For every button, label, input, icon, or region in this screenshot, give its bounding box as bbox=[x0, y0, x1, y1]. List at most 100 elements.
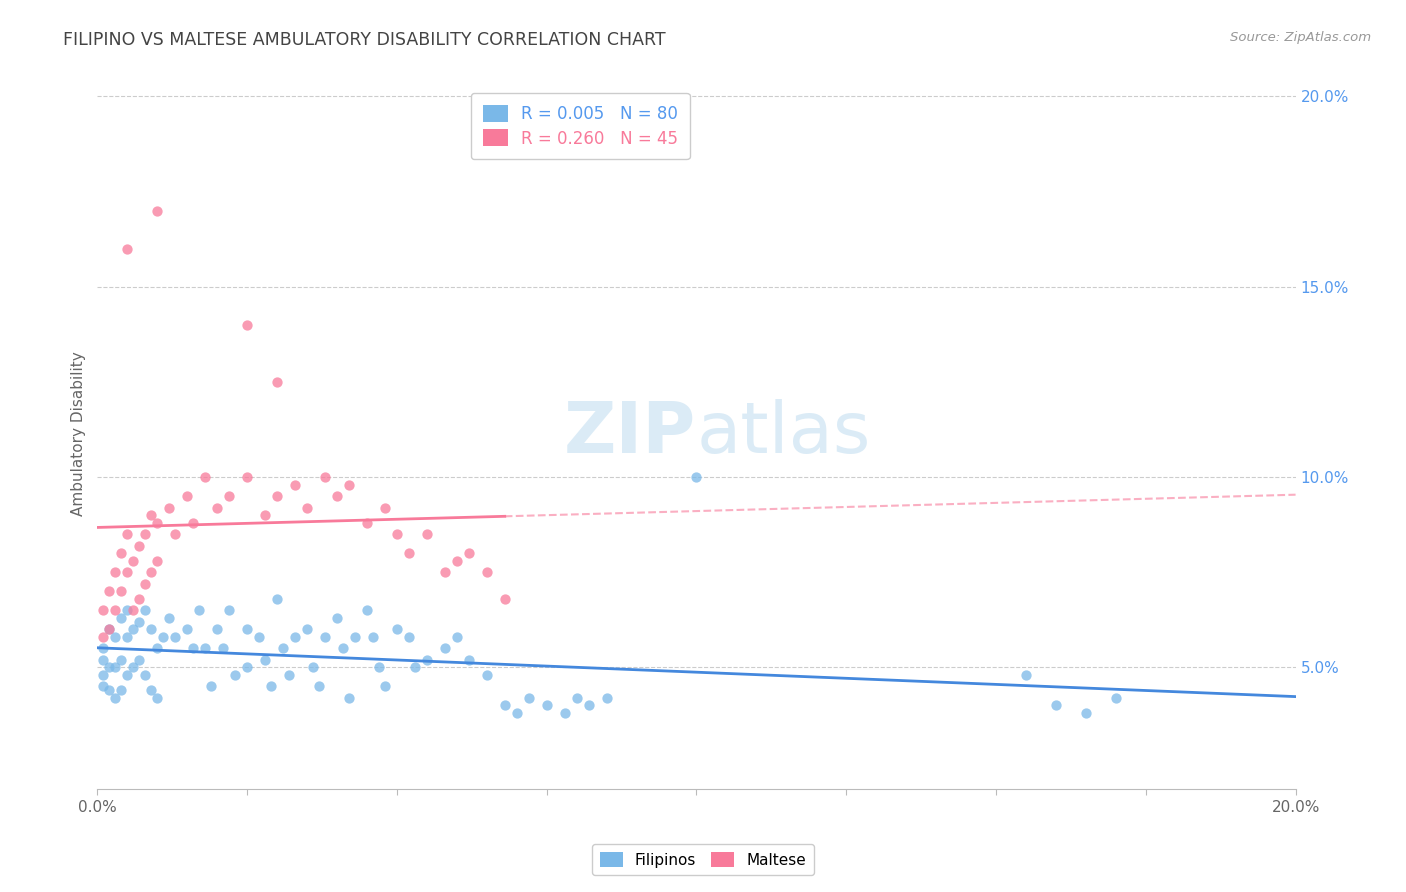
Point bbox=[110, 611, 132, 625]
Point bbox=[117, 527, 139, 541]
Point bbox=[314, 630, 336, 644]
Point bbox=[110, 683, 132, 698]
Point bbox=[236, 622, 259, 636]
Point bbox=[356, 603, 378, 617]
Point bbox=[212, 641, 235, 656]
Point bbox=[122, 603, 145, 617]
Legend: Filipinos, Maltese: Filipinos, Maltese bbox=[592, 844, 814, 875]
Point bbox=[475, 565, 498, 579]
Point bbox=[457, 546, 479, 560]
Point bbox=[93, 653, 115, 667]
Point bbox=[128, 615, 150, 629]
Point bbox=[554, 706, 576, 720]
Point bbox=[165, 630, 187, 644]
Point bbox=[326, 489, 349, 503]
Point bbox=[98, 622, 121, 636]
Point bbox=[595, 690, 617, 705]
Point bbox=[385, 527, 408, 541]
Point bbox=[1105, 690, 1128, 705]
Point bbox=[404, 660, 426, 674]
Point bbox=[494, 591, 516, 606]
Point bbox=[181, 641, 204, 656]
Point bbox=[361, 630, 384, 644]
Point bbox=[205, 500, 228, 515]
Point bbox=[205, 622, 228, 636]
Point bbox=[176, 622, 198, 636]
Point bbox=[266, 591, 288, 606]
Point bbox=[146, 203, 169, 218]
Point bbox=[122, 660, 145, 674]
Point bbox=[110, 584, 132, 599]
Point bbox=[104, 565, 127, 579]
Point bbox=[385, 622, 408, 636]
Y-axis label: Ambulatory Disability: Ambulatory Disability bbox=[72, 351, 86, 516]
Text: atlas: atlas bbox=[696, 399, 870, 467]
Point bbox=[1015, 668, 1038, 682]
Point bbox=[98, 683, 121, 698]
Point bbox=[98, 584, 121, 599]
Point bbox=[446, 554, 468, 568]
Point bbox=[416, 527, 439, 541]
Point bbox=[416, 653, 439, 667]
Point bbox=[236, 660, 259, 674]
Point bbox=[218, 489, 240, 503]
Point bbox=[517, 690, 540, 705]
Point bbox=[110, 546, 132, 560]
Point bbox=[247, 630, 270, 644]
Point bbox=[308, 679, 330, 693]
Point bbox=[356, 516, 378, 530]
Point bbox=[332, 641, 354, 656]
Point bbox=[260, 679, 283, 693]
Point bbox=[117, 565, 139, 579]
Point bbox=[176, 489, 198, 503]
Point bbox=[374, 500, 396, 515]
Point bbox=[224, 668, 246, 682]
Point bbox=[98, 660, 121, 674]
Point bbox=[117, 668, 139, 682]
Point bbox=[236, 318, 259, 332]
Point bbox=[134, 576, 156, 591]
Point bbox=[266, 489, 288, 503]
Point bbox=[266, 375, 288, 389]
Point bbox=[104, 690, 127, 705]
Point bbox=[141, 565, 163, 579]
Point bbox=[475, 668, 498, 682]
Point bbox=[104, 630, 127, 644]
Point bbox=[326, 611, 349, 625]
Point bbox=[284, 630, 307, 644]
Point bbox=[236, 470, 259, 484]
Point bbox=[278, 668, 301, 682]
Text: FILIPINO VS MALTESE AMBULATORY DISABILITY CORRELATION CHART: FILIPINO VS MALTESE AMBULATORY DISABILIT… bbox=[63, 31, 666, 49]
Point bbox=[194, 470, 217, 484]
Point bbox=[578, 698, 600, 713]
Point bbox=[146, 690, 169, 705]
Point bbox=[374, 679, 396, 693]
Point bbox=[295, 500, 318, 515]
Point bbox=[343, 630, 366, 644]
Point bbox=[134, 603, 156, 617]
Point bbox=[433, 565, 456, 579]
Point bbox=[128, 653, 150, 667]
Point bbox=[146, 554, 169, 568]
Point bbox=[93, 603, 115, 617]
Point bbox=[200, 679, 222, 693]
Point bbox=[134, 527, 156, 541]
Legend: R = 0.005   N = 80, R = 0.260   N = 45: R = 0.005 N = 80, R = 0.260 N = 45 bbox=[471, 93, 690, 160]
Point bbox=[536, 698, 558, 713]
Point bbox=[284, 477, 307, 491]
Point bbox=[117, 630, 139, 644]
Point bbox=[104, 660, 127, 674]
Point bbox=[128, 591, 150, 606]
Point bbox=[146, 641, 169, 656]
Point bbox=[254, 508, 277, 522]
Point bbox=[181, 516, 204, 530]
Point bbox=[194, 641, 217, 656]
Point bbox=[146, 516, 169, 530]
Point bbox=[254, 653, 277, 667]
Point bbox=[368, 660, 391, 674]
Point bbox=[93, 668, 115, 682]
Point bbox=[152, 630, 174, 644]
Point bbox=[134, 668, 156, 682]
Point bbox=[104, 603, 127, 617]
Point bbox=[141, 683, 163, 698]
